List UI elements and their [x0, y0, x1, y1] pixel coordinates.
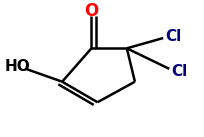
Text: Cl: Cl — [171, 64, 187, 79]
Text: HO: HO — [5, 59, 30, 74]
Text: O: O — [84, 2, 98, 20]
Text: Cl: Cl — [164, 29, 181, 44]
